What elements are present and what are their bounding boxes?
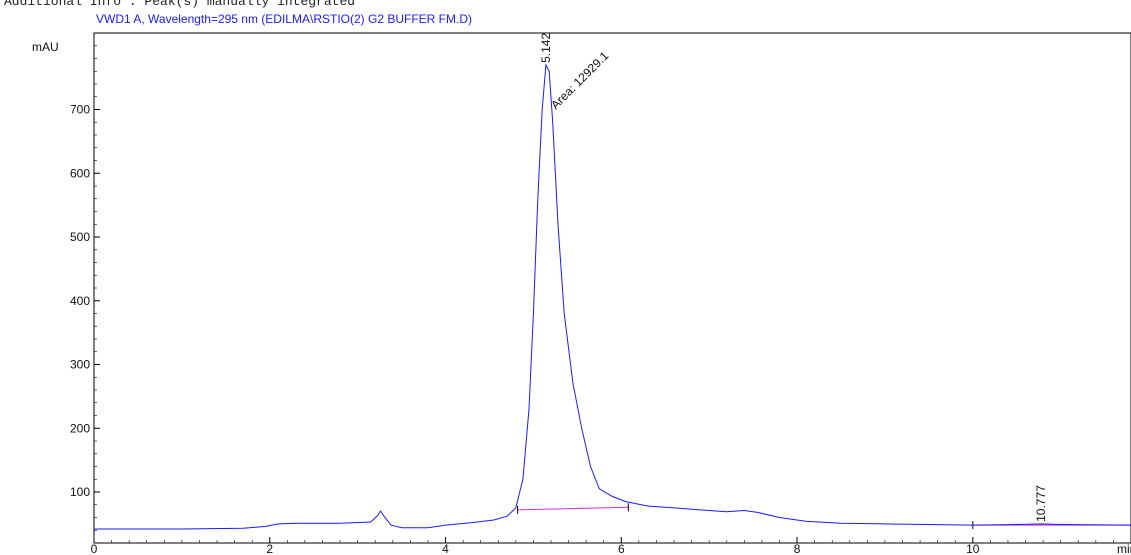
integration-note: Additional Info : Peak(s) manually integ… (4, 0, 356, 9)
x-tick-label: 4 (442, 542, 449, 555)
y-tick-label: 600 (70, 166, 90, 180)
y-tick-label: 400 (70, 294, 90, 308)
peak-area-label: Area: 12929.1 (548, 49, 611, 112)
x-tick-label: 8 (794, 542, 801, 555)
y-tick-label: 700 (70, 103, 90, 117)
x-tick-label: 0 (91, 542, 98, 555)
y-tick-label: 100 (70, 485, 90, 499)
integration-baseline (517, 506, 629, 511)
y-axis-label: mAU (32, 40, 59, 54)
y-tick-label: 200 (70, 421, 90, 435)
axis-ticks: 0 2 4 6 8 10 100 200 300 400 500 600 700 (70, 45, 1131, 555)
x-axis-label: min (1117, 542, 1131, 555)
x-tick-label: 2 (266, 542, 273, 555)
y-tick-label: 500 (70, 230, 90, 244)
signal-trace (94, 63, 1131, 530)
x-tick-label: 10 (966, 542, 980, 555)
signal-title: VWD1 A, Wavelength=295 nm (EDILMA\RSTIO(… (96, 12, 472, 26)
y-tick-label: 300 (70, 358, 90, 372)
peak-retention-time: 5.142 (539, 33, 553, 63)
x-tick-label: 6 (618, 542, 625, 555)
signal-line (94, 63, 1131, 530)
peak-retention-time: 10.777 (1034, 485, 1048, 522)
plot-frame (93, 32, 1131, 544)
